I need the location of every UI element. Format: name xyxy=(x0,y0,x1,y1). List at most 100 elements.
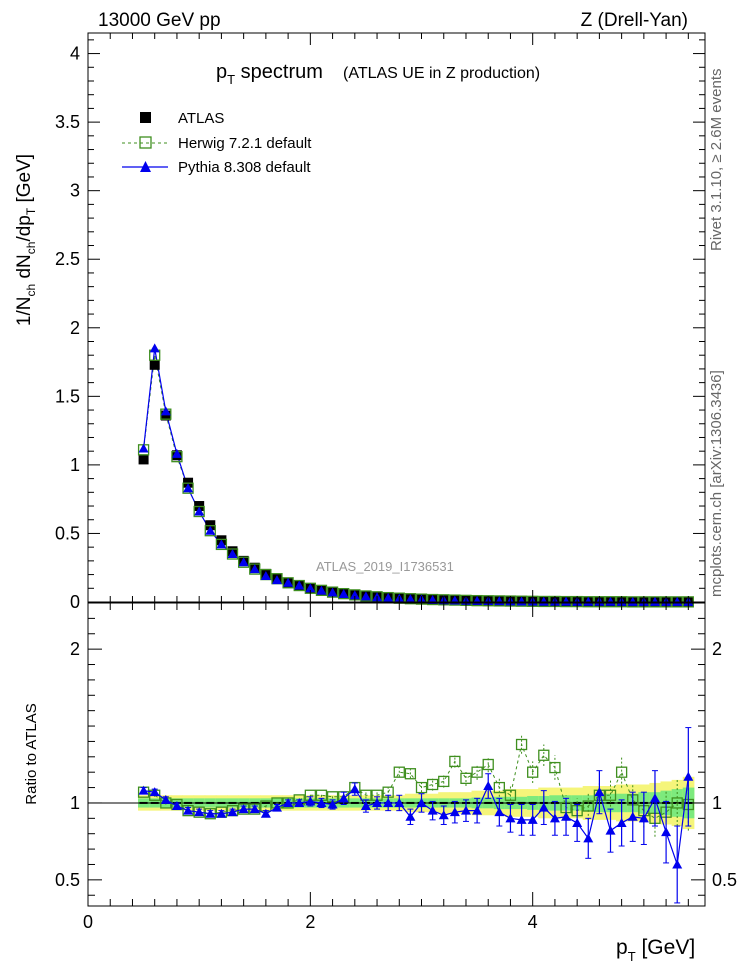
pythia-ratio-point xyxy=(527,814,538,824)
pythia-ratio-point xyxy=(249,804,260,814)
pythia-ratio-point xyxy=(427,805,438,815)
herwig-ratio-point xyxy=(438,775,450,788)
pythia-point xyxy=(227,549,238,559)
pythia-ratio-point xyxy=(383,797,394,807)
pythia-ratio-point xyxy=(561,811,572,821)
pythia-ratio-point xyxy=(227,807,238,817)
legend-label-herwig: Herwig 7.2.1 default xyxy=(178,135,312,152)
ratio-x-tick-label: 4 xyxy=(528,912,538,932)
pythia-ratio-point xyxy=(216,808,227,818)
ratio-plot-frame xyxy=(87,602,706,907)
herwig-ratio-point xyxy=(415,781,428,794)
pythia-point xyxy=(294,580,305,590)
pythia-point xyxy=(249,564,260,574)
herwig-ratio-point xyxy=(471,766,483,778)
ratio-y-tick-label: 2 xyxy=(70,639,80,659)
pythia-ratio-point xyxy=(327,799,338,809)
pythia-ratio-point xyxy=(394,797,405,807)
mcplots-label: mcplots.cern.ch [arXiv:1306.3436] xyxy=(708,370,725,597)
pythia-ratio-point xyxy=(238,804,249,814)
pythia-ratio-point xyxy=(449,807,460,817)
pythia-ratio-point xyxy=(360,801,371,811)
herwig-point xyxy=(360,590,372,602)
ratio-y-tick-label-right: 0.5 xyxy=(712,870,737,890)
herwig-ratio-point xyxy=(582,800,594,812)
pythia-point xyxy=(649,596,660,606)
plot-title-tail: spectrum xyxy=(235,61,323,83)
plot-title-note: (ATLAS UE in Z production) xyxy=(343,65,540,82)
atlas-point xyxy=(138,454,149,465)
pythia-point xyxy=(316,585,327,595)
pythia-ratio-point xyxy=(149,787,160,797)
herwig-ratio-point xyxy=(449,755,461,768)
legend-label-pythia: Pythia 8.308 default xyxy=(178,159,311,176)
main-y-tick-label: 1 xyxy=(70,455,80,475)
legend-marker-atlas xyxy=(140,112,151,123)
pythia-ratio-point xyxy=(649,793,660,803)
main-y-tick-label: 3 xyxy=(70,181,80,201)
main-y-axis-label: 1/Nch dNch/dpT [GeV] xyxy=(14,154,38,326)
ratio-x-tick-label: 2 xyxy=(305,912,315,932)
herwig-point xyxy=(471,594,483,607)
ratio-y-tick-label: 1 xyxy=(70,793,80,813)
pythia-ratio-point xyxy=(549,813,560,823)
legend-marker-pythia xyxy=(140,161,151,172)
pythia-ratio-point xyxy=(516,814,527,824)
pythia-ratio-point xyxy=(627,811,638,821)
pythia-ratio-point xyxy=(505,813,516,823)
pythia-ratio-point xyxy=(271,802,282,812)
watermark: ATLAS_2019_I1736531 xyxy=(316,559,454,574)
pythia-point xyxy=(305,583,316,593)
pythia-ratio-point xyxy=(661,827,672,837)
herwig-ratio-point xyxy=(671,797,683,809)
legend-marker-herwig xyxy=(139,136,152,149)
pythia-point xyxy=(238,557,249,567)
pythia-point xyxy=(160,406,171,416)
pythia-point xyxy=(327,587,338,597)
herwig-point xyxy=(538,595,550,608)
pythia-point xyxy=(349,590,360,600)
herwig-point xyxy=(493,595,505,607)
herwig-ratio-point xyxy=(504,789,517,801)
pythia-ratio-point xyxy=(572,817,583,827)
ratio-y-tick-label-right: 2 xyxy=(712,639,722,659)
pythia-ratio-point xyxy=(283,797,294,807)
pythia-ratio-point xyxy=(416,797,427,807)
herwig-point xyxy=(338,587,350,600)
rivet-label: Rivet 3.1.10, ≥ 2.6M events xyxy=(708,69,725,252)
ratio-y-tick-label-right: 1 xyxy=(712,793,722,813)
atlas-point xyxy=(149,359,160,370)
pythia-ratio-point xyxy=(349,784,360,794)
pythia-ratio-point xyxy=(372,797,383,807)
pythia-ratio-point xyxy=(672,859,683,869)
main-y-tick-label: 4 xyxy=(70,44,80,64)
pythia-ratio-point xyxy=(460,805,471,815)
pythia-ratio-point xyxy=(205,808,216,818)
herwig-ratio-point xyxy=(493,781,505,794)
pythia-ratio-point xyxy=(316,797,327,807)
pythia-ratio-point xyxy=(194,807,205,817)
pythia-ratio-point xyxy=(605,825,616,835)
main-plot-frame xyxy=(87,32,706,603)
pythia-point xyxy=(171,448,182,458)
ratio-x-tick-label: 0 xyxy=(83,912,93,932)
plot-title-sub: T xyxy=(227,72,235,87)
pythia-ratio-point xyxy=(594,787,605,797)
main-y-tick-label: 2 xyxy=(70,318,80,338)
pythia-point xyxy=(149,343,160,353)
pythia-point xyxy=(194,506,205,516)
herwig-ratio-point xyxy=(604,789,617,801)
atlas-point xyxy=(160,410,171,421)
pythia-point xyxy=(672,596,683,606)
pythia-ratio-point xyxy=(405,811,416,821)
ratio-plot-content xyxy=(88,727,705,904)
herwig-point xyxy=(315,584,328,596)
pythia-point xyxy=(627,596,638,606)
herwig-ratio-point xyxy=(404,768,417,780)
herwig-point xyxy=(404,593,417,605)
main-y-tick-label: 0 xyxy=(70,592,80,612)
ratio-plot: 0.5 0.5 1 1 2 2 0 2 4 Ratio to ATLAS pT [GeV] xyxy=(23,602,737,964)
ratio-x-ticks: 0 2 4 xyxy=(83,603,689,932)
pythia-ratio-point xyxy=(305,796,316,806)
